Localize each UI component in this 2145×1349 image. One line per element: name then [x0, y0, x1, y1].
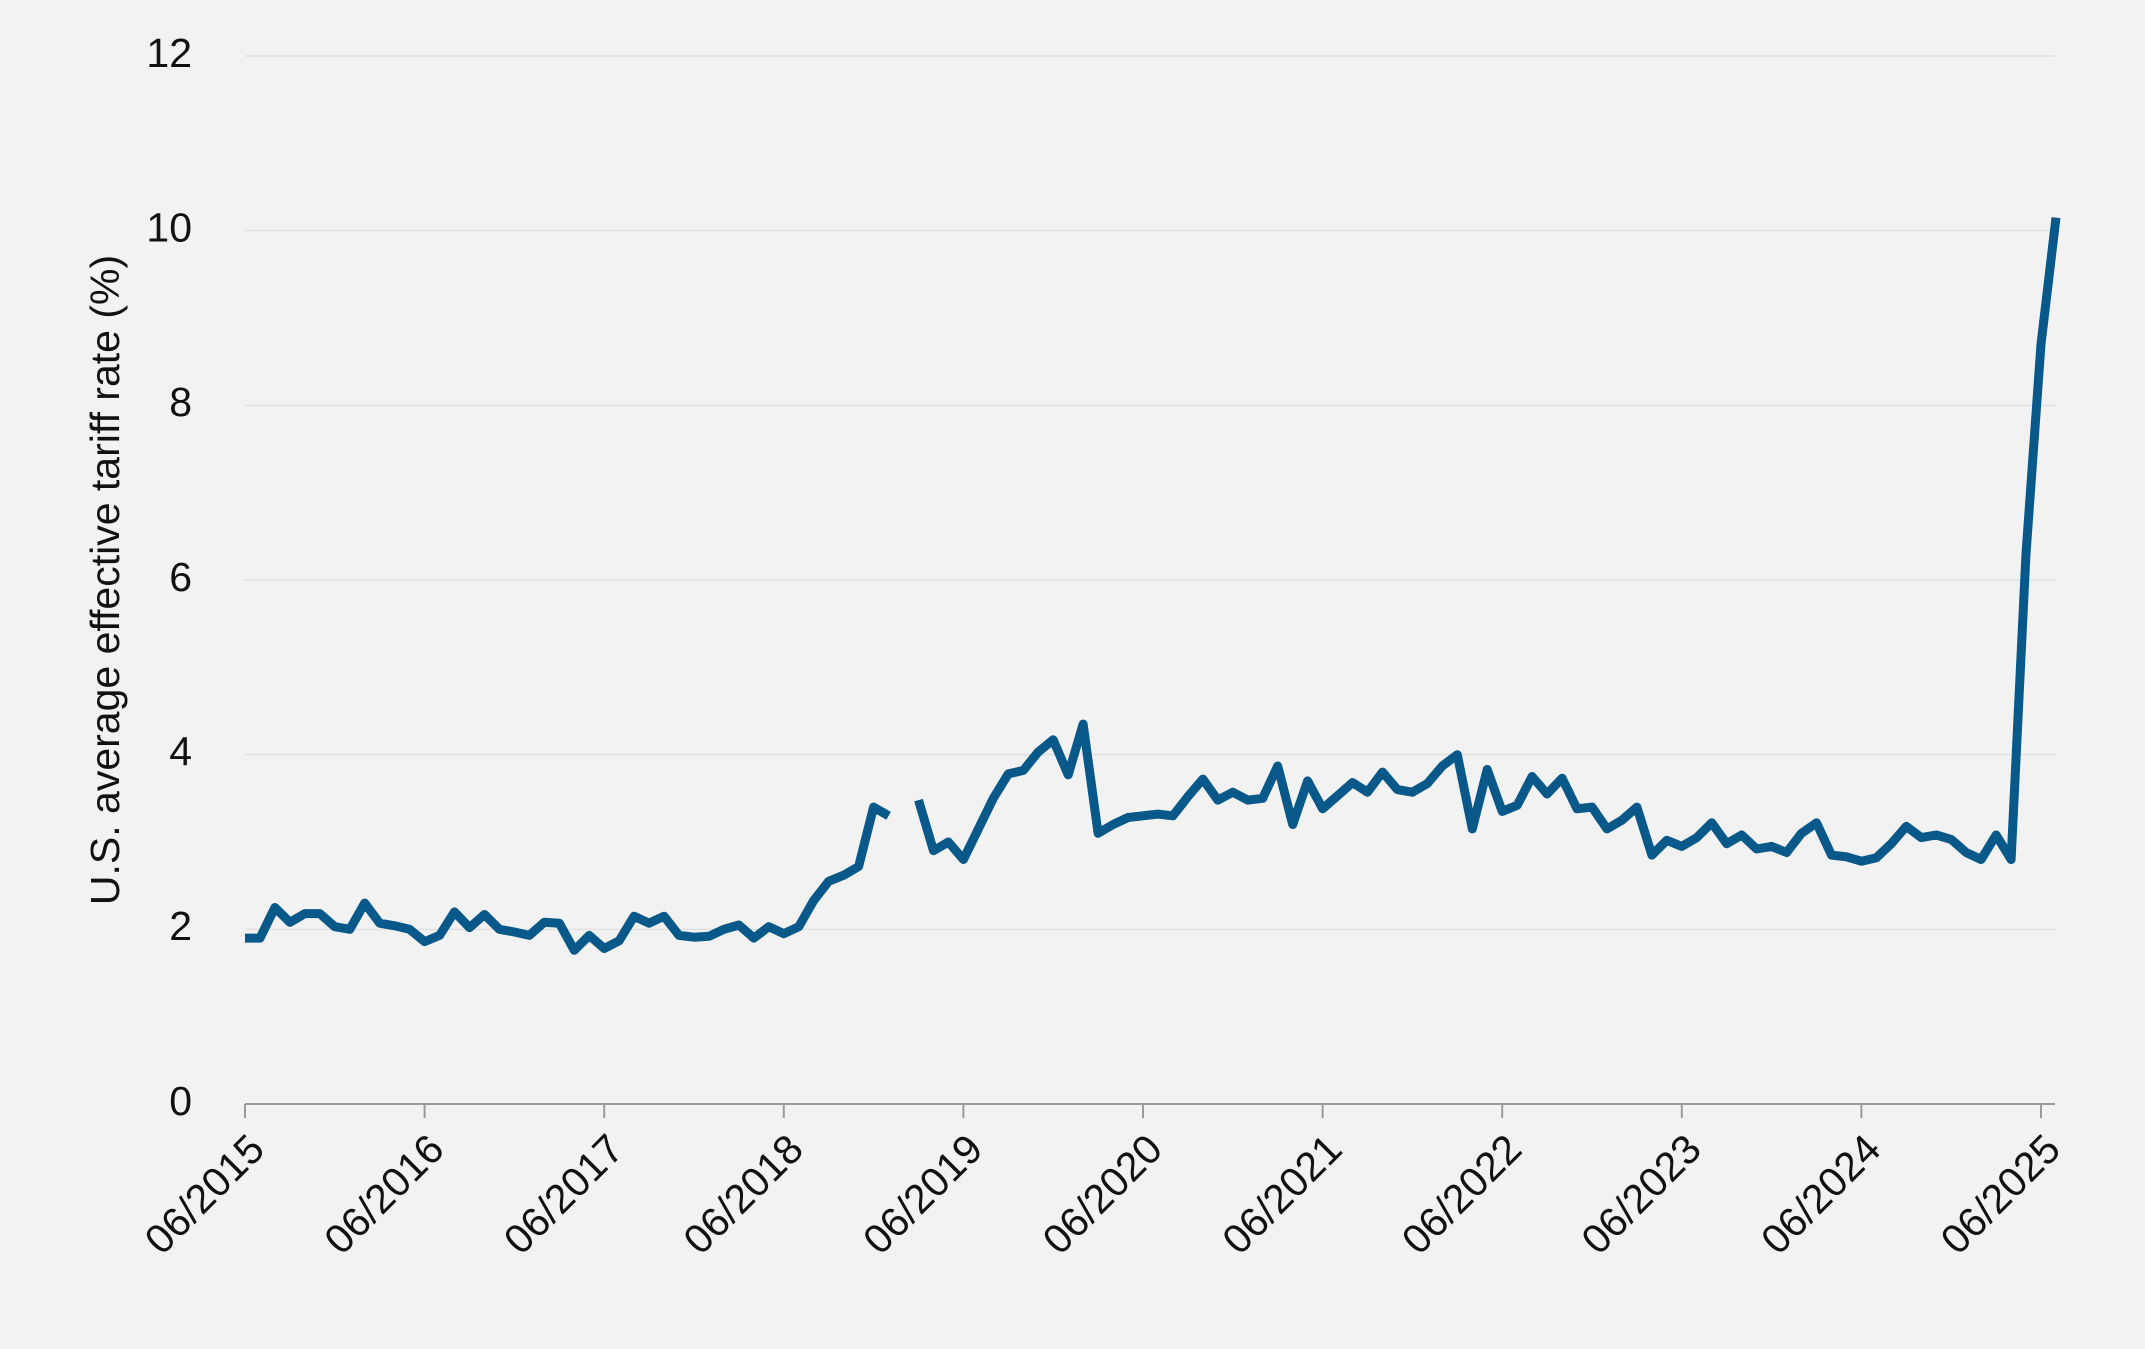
y-tick-label: 6 [169, 554, 192, 600]
y-axis-label: U.S. average effective tariff rate (%) [82, 255, 128, 905]
y-tick-label: 4 [169, 728, 192, 774]
y-tick-label: 8 [169, 379, 192, 425]
y-tick-label: 2 [169, 903, 192, 949]
y-tick-label: 12 [146, 30, 192, 76]
y-tick-label: 10 [146, 204, 192, 250]
y-tick-label: 0 [169, 1078, 192, 1124]
data-line [245, 217, 2061, 955]
